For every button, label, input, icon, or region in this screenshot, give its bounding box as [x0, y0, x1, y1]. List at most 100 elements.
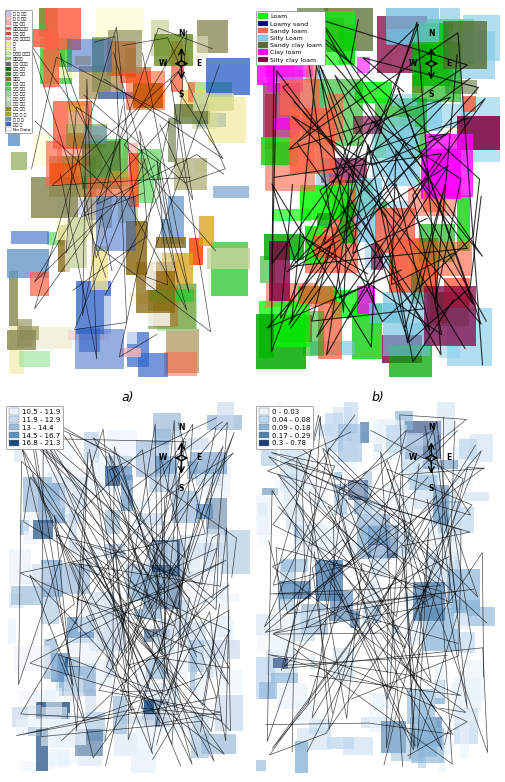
Polygon shape: [79, 66, 122, 99]
Polygon shape: [84, 126, 108, 144]
Polygon shape: [316, 143, 329, 189]
Polygon shape: [19, 326, 39, 340]
Polygon shape: [270, 315, 312, 342]
Polygon shape: [433, 486, 449, 524]
Polygon shape: [404, 594, 433, 606]
Polygon shape: [9, 271, 18, 326]
Polygon shape: [383, 482, 410, 515]
Polygon shape: [262, 138, 298, 165]
Polygon shape: [126, 70, 165, 110]
Legend: 10.5 - 11.9, 11.9 - 12.9, 13 - 14.4, 14.5 - 16.7, 16.8 - 21.3: 10.5 - 11.9, 11.9 - 12.9, 13 - 14.4, 14.…: [6, 406, 63, 449]
Polygon shape: [425, 134, 473, 197]
Polygon shape: [145, 248, 156, 290]
Polygon shape: [68, 217, 87, 268]
Polygon shape: [408, 188, 456, 217]
Text: E: E: [446, 454, 451, 462]
Polygon shape: [273, 118, 326, 130]
Polygon shape: [132, 572, 167, 601]
Polygon shape: [318, 424, 333, 436]
Polygon shape: [192, 564, 221, 584]
Polygon shape: [50, 163, 82, 185]
Polygon shape: [133, 83, 163, 108]
Text: S: S: [179, 90, 184, 99]
Polygon shape: [361, 716, 394, 728]
Polygon shape: [280, 561, 294, 601]
Polygon shape: [144, 683, 178, 717]
Polygon shape: [44, 639, 58, 679]
Polygon shape: [75, 56, 90, 65]
Polygon shape: [423, 191, 446, 213]
Polygon shape: [454, 694, 474, 723]
Polygon shape: [357, 56, 370, 74]
Polygon shape: [201, 734, 235, 755]
Polygon shape: [217, 400, 234, 429]
Polygon shape: [137, 149, 161, 203]
Polygon shape: [463, 95, 476, 113]
Polygon shape: [60, 477, 86, 508]
Polygon shape: [182, 90, 208, 117]
Polygon shape: [129, 153, 139, 207]
Polygon shape: [333, 647, 354, 680]
Text: E: E: [196, 454, 201, 462]
Polygon shape: [404, 323, 457, 345]
Polygon shape: [198, 216, 215, 246]
Polygon shape: [454, 507, 474, 533]
Polygon shape: [181, 438, 209, 450]
Polygon shape: [146, 541, 177, 565]
Text: S: S: [429, 484, 434, 493]
Polygon shape: [339, 25, 355, 64]
Polygon shape: [338, 424, 362, 462]
Polygon shape: [411, 728, 444, 763]
Polygon shape: [360, 421, 369, 443]
Polygon shape: [451, 683, 465, 697]
Polygon shape: [155, 34, 192, 66]
Polygon shape: [393, 514, 413, 526]
Polygon shape: [196, 469, 221, 486]
Polygon shape: [184, 37, 209, 58]
Polygon shape: [199, 654, 222, 675]
Polygon shape: [269, 614, 293, 656]
Polygon shape: [168, 536, 175, 569]
Polygon shape: [269, 34, 294, 81]
Polygon shape: [257, 496, 272, 535]
Polygon shape: [187, 461, 198, 479]
Polygon shape: [395, 497, 413, 507]
Polygon shape: [208, 619, 234, 644]
Polygon shape: [322, 556, 343, 580]
Polygon shape: [89, 608, 125, 651]
Polygon shape: [297, 728, 331, 750]
Polygon shape: [312, 18, 344, 52]
Polygon shape: [420, 103, 468, 127]
Polygon shape: [413, 23, 453, 86]
Polygon shape: [306, 482, 328, 507]
Polygon shape: [154, 429, 171, 445]
Polygon shape: [97, 454, 130, 490]
Polygon shape: [144, 576, 181, 609]
Polygon shape: [348, 479, 355, 496]
Polygon shape: [350, 611, 360, 628]
Polygon shape: [67, 105, 84, 112]
Polygon shape: [436, 541, 464, 557]
Polygon shape: [53, 101, 92, 149]
Polygon shape: [420, 726, 451, 754]
Polygon shape: [166, 329, 199, 372]
Polygon shape: [313, 235, 342, 258]
Polygon shape: [105, 465, 120, 486]
Polygon shape: [328, 95, 343, 142]
Polygon shape: [39, 0, 58, 38]
Polygon shape: [343, 737, 373, 755]
Polygon shape: [120, 67, 152, 84]
Polygon shape: [28, 727, 48, 736]
Polygon shape: [312, 79, 363, 145]
Polygon shape: [135, 440, 169, 477]
Polygon shape: [91, 246, 108, 290]
Polygon shape: [86, 458, 99, 494]
Polygon shape: [168, 119, 176, 162]
Polygon shape: [459, 632, 475, 653]
Polygon shape: [56, 220, 104, 240]
Polygon shape: [190, 647, 197, 690]
Polygon shape: [33, 29, 53, 47]
Polygon shape: [392, 94, 417, 106]
Polygon shape: [203, 705, 213, 731]
Polygon shape: [40, 748, 70, 766]
